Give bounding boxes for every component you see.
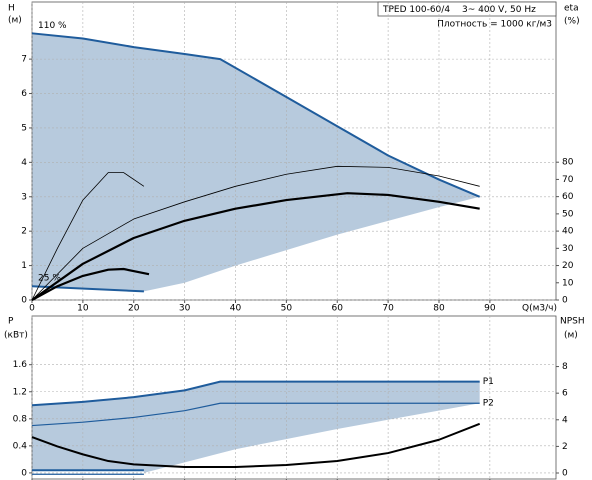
curve	[31, 192, 480, 301]
y2-tick-label: 80	[562, 158, 574, 168]
y-tick-label: 1.2	[13, 387, 27, 397]
y-tick-label: 5	[21, 123, 27, 133]
y2-tick-label: 60	[562, 192, 574, 202]
y-tick-label: 7	[21, 55, 27, 65]
y-tick-label: 1.6	[13, 360, 28, 370]
curve-label: 25 %	[38, 274, 61, 284]
x-tick-label: 10	[77, 304, 89, 314]
power-supply: 3~ 400 V, 50 Hz	[462, 5, 536, 15]
info-box	[377, 1, 557, 17]
density-note: Плотность = 1000 кг/м3	[437, 20, 552, 30]
y-tick-label: 0	[21, 296, 27, 306]
y-tick-label: 2	[21, 227, 27, 237]
y2-tick-label: 20	[562, 261, 574, 271]
x-tick-label: 60	[332, 304, 344, 314]
curve	[31, 422, 481, 469]
y2-tick-label: 70	[562, 175, 574, 185]
curve-label: 110 %	[38, 21, 67, 31]
curve	[31, 172, 145, 301]
y-tick-label: 4	[21, 158, 27, 168]
y2-tick-label: 2	[562, 442, 568, 452]
curve-label: P2	[483, 399, 494, 409]
y-axis-label: H	[8, 4, 15, 14]
curve	[31, 402, 480, 427]
curve	[31, 380, 480, 407]
x-tick-label: 70	[382, 304, 394, 314]
y2-tick-label: 10	[562, 278, 574, 288]
x-tick-label: 90	[484, 304, 496, 314]
y2-tick-label: 6	[562, 389, 568, 399]
x-tick-label: 0	[29, 304, 35, 314]
x-axis-label: Q(м3/ч)	[522, 304, 557, 314]
y2-axis-unit: (%)	[564, 17, 580, 27]
y2-tick-label: 40	[562, 227, 574, 237]
y-axis-label: P	[8, 317, 14, 327]
x-tick-label: 30	[179, 304, 191, 314]
y-tick-label: 3	[21, 192, 27, 202]
y2-tick-label: 0	[562, 469, 568, 479]
y-axis-unit: (м)	[8, 16, 22, 26]
operating-range	[32, 33, 480, 292]
y2-tick-label: 50	[562, 209, 574, 219]
y2-tick-label: 30	[562, 244, 574, 254]
x-tick-label: 50	[281, 304, 293, 314]
y2-tick-label: 8	[562, 362, 568, 372]
y-tick-label: 0.4	[13, 441, 28, 451]
y2-tick-label: 4	[562, 415, 568, 425]
curve	[31, 32, 481, 198]
curve	[31, 267, 150, 301]
x-tick-label: 40	[230, 304, 242, 314]
y-tick-label: 6	[21, 89, 27, 99]
y-tick-label: 0.8	[13, 414, 28, 424]
y-tick-label: 1	[21, 261, 27, 271]
y2-tick-label: 0	[562, 296, 568, 306]
x-tick-label: 20	[128, 304, 140, 314]
y-axis-unit: (кВт)	[4, 331, 28, 341]
y2-axis-label: NPSH	[560, 317, 585, 327]
curve-label: P1	[483, 377, 494, 387]
y-tick-label: 0	[21, 468, 27, 478]
y2-axis-unit: (м)	[564, 331, 578, 341]
pump-model: TPED 100-60/4	[382, 5, 450, 15]
curve	[31, 165, 480, 301]
x-tick-label: 80	[433, 304, 445, 314]
operating-range	[32, 381, 480, 473]
y2-axis-label: eta	[564, 4, 579, 14]
